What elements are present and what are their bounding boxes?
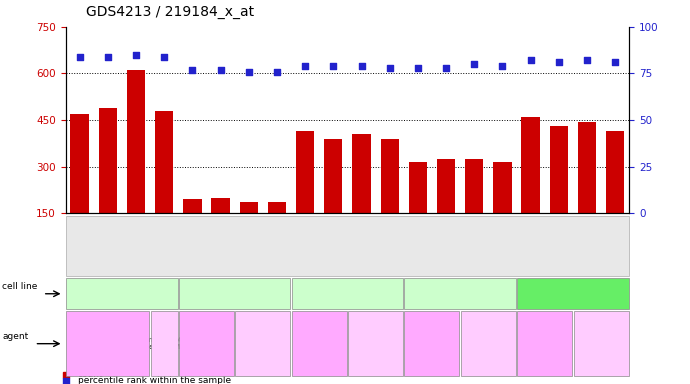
Text: ACC525 [DND41]: ACC525 [DND41] [420,289,501,298]
Bar [127,70,145,260]
Point [413,65,424,71]
Bar [578,122,596,260]
Text: control peptid
e 100mM: control peptid e 100mM [465,337,512,350]
Bar [70,114,89,260]
Bar [353,134,371,260]
Bar [380,139,399,260]
Text: JCRB0033 [CEM]: JCRB0033 [CEM] [196,289,273,298]
Point [130,52,141,58]
Bar [493,162,511,260]
Bar [296,131,315,260]
Bar [465,159,484,260]
Text: count: count [78,370,104,379]
Point [384,65,395,71]
Point [356,63,367,69]
Point [497,63,508,69]
Text: KOPT-K: KOPT-K [330,289,365,298]
Bar [184,199,201,260]
Text: JCRB0086 [TALL-1]: JCRB0086 [TALL-1] [77,289,166,298]
Text: NBD
inhibitory pept
ide 100mM: NBD inhibitory pept ide 100mM [295,334,344,354]
Point [102,54,113,60]
Point [553,59,564,65]
Point [215,67,226,73]
Bar [268,202,286,260]
Bar [239,202,258,260]
Bar [408,162,427,260]
Text: GDS4213 / 219184_x_at: GDS4213 / 219184_x_at [86,5,255,19]
Text: NBD
inhibitory pept
ide 100mM: NBD inhibitory pept ide 100mM [83,334,132,354]
Bar [99,108,117,260]
Text: NBD
inhibitory pept
ide 100mM: NBD inhibitory pept ide 100mM [182,334,231,354]
Text: NBD
inhibitory pept
ide 100mM: NBD inhibitory pept ide 100mM [520,334,569,354]
Point [440,65,451,71]
Point [74,54,85,60]
Text: cell line: cell line [2,282,37,291]
Text: percentile rank within the sample: percentile rank within the sample [78,376,231,384]
Point [159,54,170,60]
Bar [606,131,624,260]
Text: control peptid
e 100mM: control peptid e 100mM [578,337,624,350]
Text: control peptid
e 100mM: control peptid e 100mM [352,337,399,350]
Text: agent: agent [2,332,28,341]
Bar [522,117,540,260]
Point [299,63,310,69]
Text: NBD
inhibitory pept
ide 100mM: NBD inhibitory pept ide 100mM [407,334,457,354]
Point [610,59,621,65]
Text: control peptid
e 100mM: control peptid e 100mM [239,337,286,350]
Point [328,63,339,69]
Point [525,57,536,63]
Text: ACC483 [HPB-ALL]: ACC483 [HPB-ALL] [529,289,618,298]
Point [582,57,593,63]
Point [271,68,282,74]
Bar [155,111,173,260]
Text: control peptid
e 100mM: control peptid e 100mM [141,337,188,350]
Bar [437,159,455,260]
Bar [211,198,230,260]
Point [469,61,480,67]
Bar [550,126,568,260]
Bar [324,139,342,260]
Point [187,67,198,73]
Point [244,68,255,74]
